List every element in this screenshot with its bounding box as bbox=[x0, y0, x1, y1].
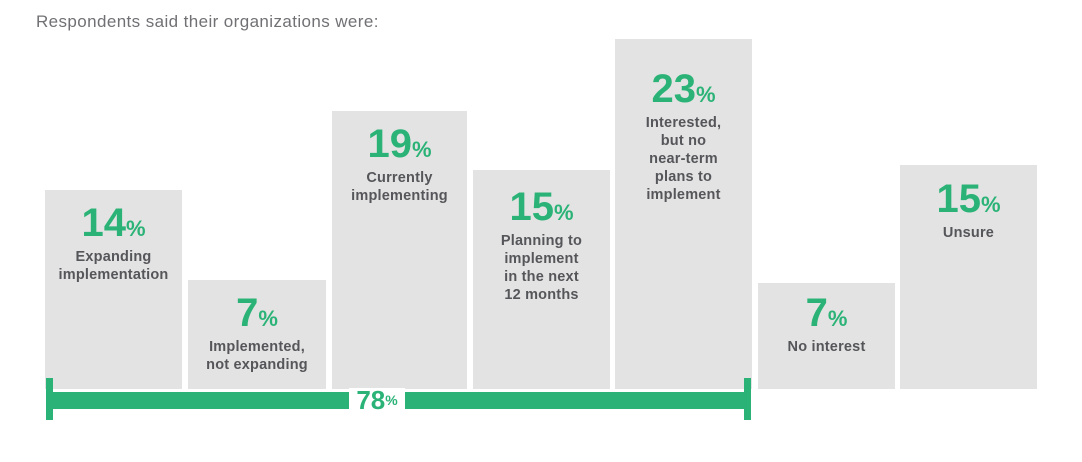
percent-sign: % bbox=[125, 216, 146, 241]
bar-label: Unsure bbox=[942, 225, 995, 241]
bar-value: 14% bbox=[45, 203, 182, 243]
bar-value: 7% bbox=[188, 293, 326, 333]
bar-value-number: 7 bbox=[236, 291, 259, 335]
bar-value-number: 7 bbox=[805, 291, 828, 335]
bar-label: Interested, but no near-term plans to im… bbox=[645, 115, 722, 203]
bar-label: Planning to implement in the next 12 mon… bbox=[500, 233, 583, 303]
bracket-right-cap bbox=[744, 378, 751, 420]
bar-value: 15% bbox=[900, 179, 1037, 219]
bar-unsure: 15% Unsure bbox=[900, 165, 1037, 389]
bar-value-number: 14 bbox=[81, 201, 126, 245]
bar-value-number: 15 bbox=[936, 177, 981, 221]
bar-value: 23% bbox=[615, 69, 752, 109]
bracket-left-cap bbox=[46, 378, 53, 420]
percent-sign: % bbox=[980, 192, 1001, 217]
percent-sign: % bbox=[827, 306, 848, 331]
bar-currently-implementing: 19% Currently implementing bbox=[332, 111, 467, 389]
bar-implemented-not-expanding: 7% Implemented, not expanding bbox=[188, 280, 326, 389]
bar-value-number: 23 bbox=[651, 67, 696, 111]
bar-label: Currently implementing bbox=[351, 170, 448, 204]
bar-expanding-implementation: 14% Expanding implementation bbox=[45, 190, 182, 389]
bar-value-number: 19 bbox=[367, 122, 412, 166]
bar-planning-to-implement: 15% Planning to implement in the next 12… bbox=[473, 170, 610, 389]
percent-sign: % bbox=[258, 306, 278, 331]
chart-title: Respondents said their organizations wer… bbox=[36, 12, 379, 31]
bar-no-interest: 7% No interest bbox=[758, 283, 895, 389]
bar-value-number: 15 bbox=[509, 185, 554, 229]
percent-sign: % bbox=[553, 200, 574, 225]
bar-interested-no-near-term-plans: 23% Interested, but no near-term plans t… bbox=[615, 39, 752, 389]
percent-sign: % bbox=[695, 82, 716, 107]
percent-sign: % bbox=[411, 137, 432, 162]
bar-value: 15% bbox=[473, 187, 610, 227]
percent-sign: % bbox=[385, 392, 398, 408]
bracket-total-number: 78 bbox=[356, 385, 386, 415]
bar-label: Expanding implementation bbox=[58, 249, 169, 283]
bar-value: 7% bbox=[758, 293, 895, 333]
bar-label: No interest bbox=[787, 339, 866, 355]
bar-label: Implemented, not expanding bbox=[206, 339, 308, 373]
bar-value: 19% bbox=[332, 124, 467, 164]
bracket-total-label: 78% bbox=[349, 385, 405, 415]
